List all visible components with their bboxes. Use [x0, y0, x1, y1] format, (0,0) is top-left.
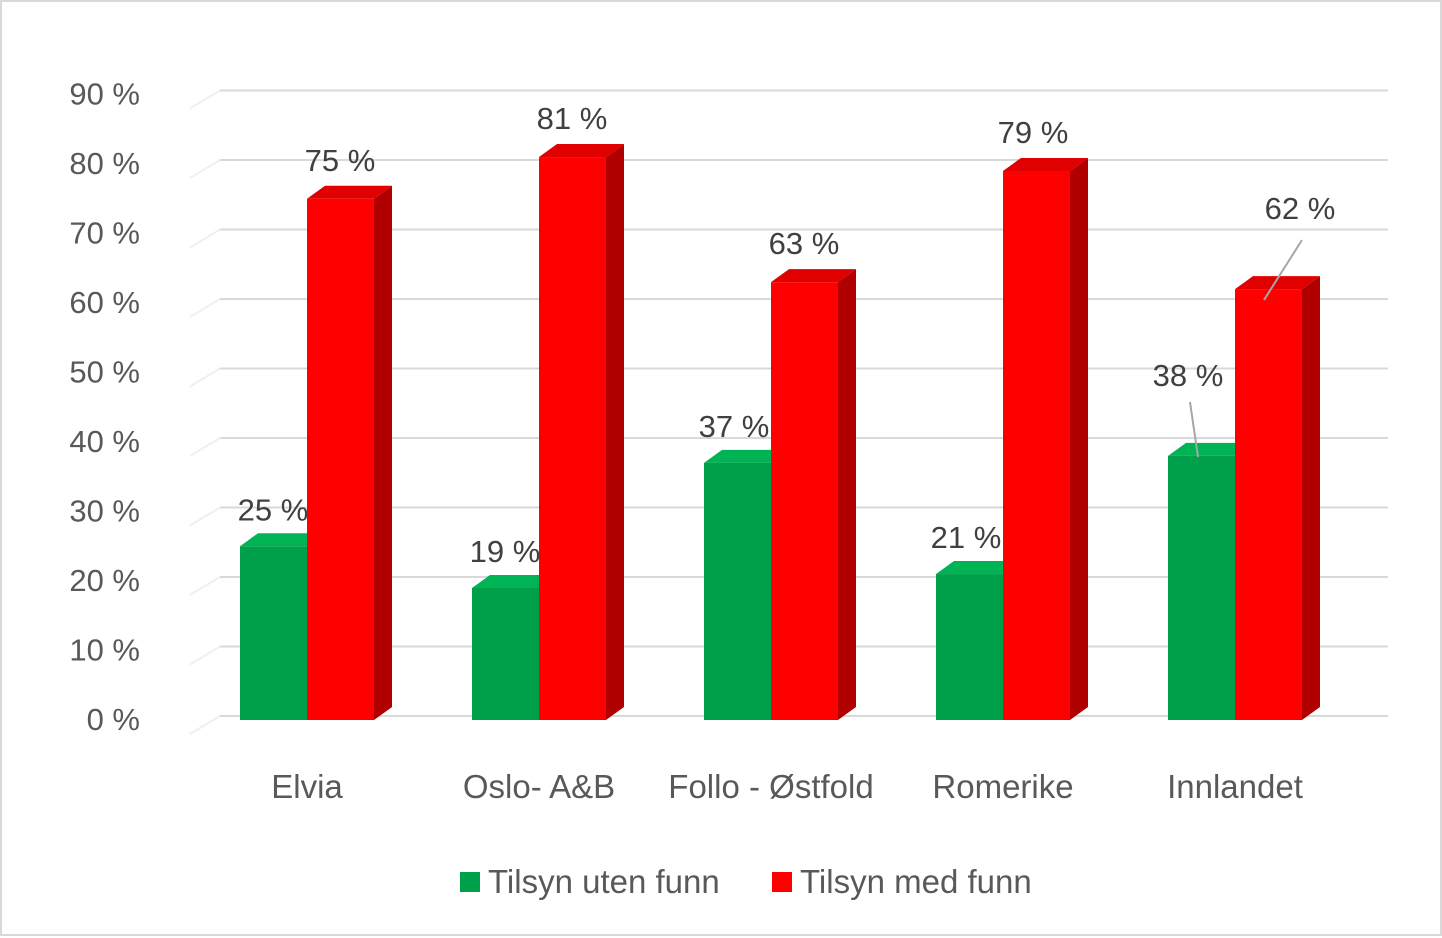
bar [472, 587, 539, 720]
category-label: Follo - Østfold [668, 768, 873, 805]
bar-top-0-0 [240, 533, 325, 547]
gridline-depth-edge [189, 89, 221, 110]
bar-top-0-2 [704, 449, 789, 463]
leader-line [1189, 401, 1199, 458]
y-tick-label: 70 % [69, 216, 140, 251]
legend-swatch-1 [772, 872, 792, 892]
bar-top-1-1 [539, 144, 624, 158]
leader-line [1263, 239, 1303, 301]
legend-label: Tilsyn med funn [800, 863, 1032, 900]
legend-swatch-0 [460, 872, 480, 892]
data-label: 79 % [998, 115, 1069, 150]
gridline-depth-edge [189, 367, 221, 388]
data-label: 19 % [470, 534, 541, 569]
bar [1003, 170, 1070, 720]
legend-label: Tilsyn uten funn [488, 863, 720, 900]
data-label: 21 % [931, 520, 1002, 555]
bar-side-1-0 [374, 185, 392, 720]
bar-side-1-3 [1070, 157, 1088, 720]
category-label: Elvia [271, 768, 343, 805]
data-label: 63 % [769, 226, 840, 261]
bar [1235, 289, 1302, 720]
category-label: Oslo- A&B [463, 768, 615, 805]
y-tick-label: 40 % [69, 424, 140, 459]
y-tick-label: 60 % [69, 285, 140, 320]
gridline-depth-edge [189, 506, 221, 527]
y-tick-label: 20 % [69, 563, 140, 598]
y-tick-label: 30 % [69, 494, 140, 529]
gridline-depth-edge [189, 159, 221, 179]
bar-top-1-4 [1235, 276, 1320, 290]
bar [704, 462, 771, 720]
gridline-depth-edge [189, 228, 221, 249]
gridline-depth-edge [189, 576, 221, 596]
bar [936, 574, 1003, 720]
bar-top-0-1 [472, 574, 557, 588]
data-label: 25 % [238, 492, 309, 527]
bar-top-1-3 [1003, 157, 1088, 171]
category-label: Romerike [932, 768, 1073, 805]
bar-side-1-1 [606, 144, 624, 721]
y-tick-label: 90 % [69, 77, 140, 112]
bar [1168, 455, 1235, 720]
bar-top-1-2 [771, 269, 856, 283]
y-tick-label: 0 % [87, 702, 140, 737]
bar-side-1-2 [838, 269, 856, 720]
bar-top-0-4 [1168, 442, 1253, 456]
category-label: Innlandet [1167, 768, 1303, 805]
y-tick-label: 10 % [69, 633, 140, 668]
gridline-depth-edge [189, 715, 221, 735]
data-label: 81 % [537, 101, 608, 136]
y-tick-label: 50 % [69, 355, 140, 390]
bar-top-0-3 [936, 561, 1021, 575]
bar-side-1-4 [1302, 276, 1320, 720]
gridline-depth-edge [189, 298, 221, 318]
gridline-depth-edge [189, 437, 221, 457]
gridline-depth-edge [189, 645, 221, 666]
bar [771, 282, 838, 720]
bar [539, 157, 606, 721]
y-tick-label: 80 % [69, 146, 140, 181]
bar [307, 198, 374, 720]
bar [240, 546, 307, 720]
data-label: 75 % [305, 143, 376, 178]
data-label: 37 % [699, 409, 770, 444]
data-label: 62 % [1265, 191, 1336, 226]
bar-top-1-0 [307, 185, 392, 199]
data-label: 38 % [1153, 358, 1224, 393]
